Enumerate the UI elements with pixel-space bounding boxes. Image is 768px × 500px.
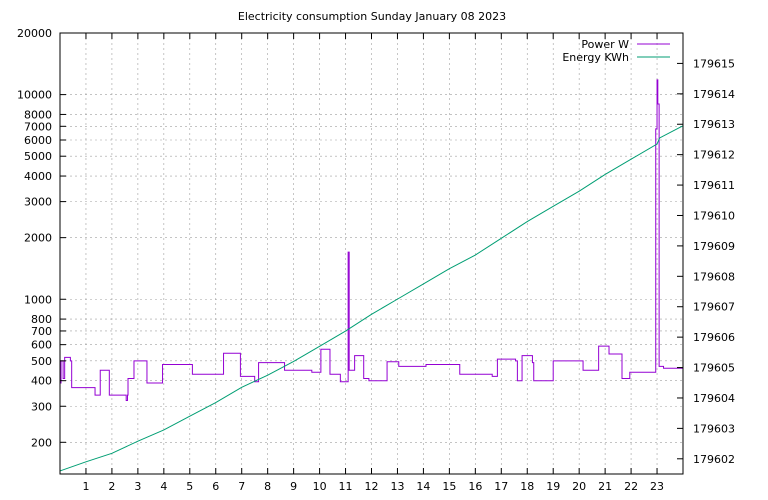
tick-marks [60, 32, 683, 474]
y-left-tick-label: 4000 [24, 170, 52, 183]
y-right-tick-label: 179610 [693, 209, 735, 222]
x-tick-label: 2 [108, 480, 115, 493]
y-right-tick-label: 179603 [693, 422, 735, 435]
x-tick-label: 12 [365, 480, 379, 493]
y-left-tick-label: 800 [31, 313, 52, 326]
y-right-tick-label: 179607 [693, 301, 735, 314]
x-tick-label: 13 [390, 480, 404, 493]
x-tick-label: 5 [186, 480, 193, 493]
x-tick-label: 9 [290, 480, 297, 493]
x-tick-label: 10 [313, 480, 327, 493]
y-left-tick-label: 2000 [24, 232, 52, 245]
x-tick-labels: 1 2 3 4 5 6 7 8 9 10 11 12 13 14 15 16 17 18 19 20 21 22 23 [82, 480, 664, 493]
y-left-tick-label: 20000 [17, 27, 52, 40]
x-tick-label: 1 [82, 480, 89, 493]
y-left-tick-label: 6000 [24, 134, 52, 147]
y-right-tick-label: 179612 [693, 149, 735, 162]
y-right-tick-label: 179614 [693, 88, 735, 101]
y-left-tick-label: 400 [31, 375, 52, 388]
y-right-tick-label: 179606 [693, 331, 735, 344]
x-tick-label: 8 [264, 480, 271, 493]
x-tick-label: 20 [572, 480, 586, 493]
y-left-tick-label: 600 [31, 339, 52, 352]
x-tick-label: 14 [416, 480, 430, 493]
y-right-tick-label: 179604 [693, 392, 735, 405]
y-left-tick-label: 300 [31, 400, 52, 413]
y-left-tick-label: 200 [31, 436, 52, 449]
y-left-tick-label: 1000 [24, 293, 52, 306]
x-tick-label: 7 [238, 480, 245, 493]
series-power-w [60, 79, 683, 402]
legend-label: Energy KWh [562, 51, 629, 64]
y-left-tick-label: 7000 [24, 120, 52, 133]
y-left-tick-label: 700 [31, 325, 52, 338]
legend-label: Power W [581, 38, 629, 51]
y-right-tick-label: 179611 [693, 179, 735, 192]
x-tick-label: 6 [212, 480, 219, 493]
x-tick-label: 4 [160, 480, 167, 493]
y-left-tick-label: 10000 [17, 89, 52, 102]
x-tick-label: 11 [339, 480, 353, 493]
x-tick-label: 19 [546, 480, 560, 493]
chart-title: Electricity consumption Sunday January 0… [238, 10, 506, 23]
y-right-tick-labels: 179602 179603 179604 179605 179606 179607 1796… [693, 57, 735, 465]
x-tick-label: 23 [650, 480, 664, 493]
y-right-tick-label: 179613 [693, 118, 735, 131]
y-right-tick-label: 179615 [693, 57, 735, 70]
x-tick-label: 16 [468, 480, 482, 493]
x-tick-label: 3 [134, 480, 141, 493]
x-tick-label: 21 [598, 480, 612, 493]
y-left-tick-label: 8000 [24, 108, 52, 121]
y-left-tick-label: 3000 [24, 196, 52, 209]
y-right-tick-label: 179608 [693, 270, 735, 283]
x-tick-label: 18 [520, 480, 534, 493]
y-left-tick-label: 500 [31, 355, 52, 368]
y-right-tick-label: 179605 [693, 362, 735, 375]
series-area [59, 79, 684, 472]
y-right-tick-label: 179602 [693, 453, 735, 466]
x-tick-label: 15 [442, 480, 456, 493]
grid [60, 32, 683, 474]
series-energy-kwh [59, 125, 684, 472]
y-right-tick-label: 179609 [693, 240, 735, 253]
y-left-tick-label: 5000 [24, 150, 52, 163]
x-tick-label: 22 [624, 480, 638, 493]
x-tick-label: 17 [494, 480, 508, 493]
